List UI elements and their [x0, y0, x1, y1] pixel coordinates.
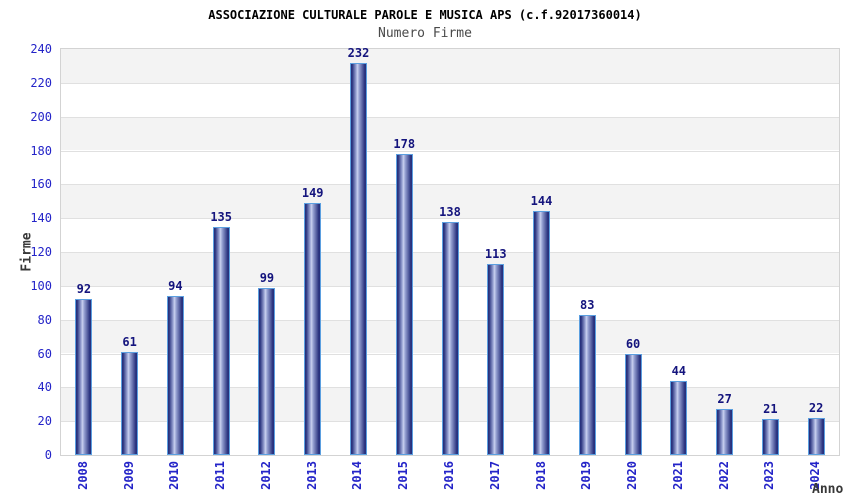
plot-area: 92 61 94 135 99 149 232 178 138 113 144 83 60 44 27 21 2… — [60, 45, 840, 456]
bar-value-label: 44 — [671, 363, 687, 378]
bar-value-label: 22 — [808, 400, 824, 415]
y-tick-label: 160 — [30, 177, 52, 192]
y-tick-label: 20 — [37, 414, 52, 429]
x-tick-label-2023: 2023 — [762, 461, 777, 490]
chart-subtitle: Numero Firme — [378, 26, 472, 41]
chart-title: ASSOCIAZIONE CULTURALE PAROLE E MUSICA A… — [208, 8, 642, 22]
y-tick-label: 140 — [30, 211, 52, 226]
x-tick-label-2017: 2017 — [487, 461, 502, 490]
x-tick-label-2018: 2018 — [533, 461, 548, 490]
x-tick-label-2009: 2009 — [121, 461, 136, 490]
bar-value-label: 232 — [347, 45, 370, 60]
grid-band — [61, 49, 839, 83]
x-tick-label-2013: 2013 — [304, 461, 319, 490]
x-tick-label-2008: 2008 — [75, 461, 90, 490]
x-tick-label-2020: 2020 — [625, 461, 640, 490]
bar-2014 — [349, 62, 367, 455]
y-tick-label: 120 — [30, 245, 52, 259]
gridline — [61, 117, 839, 118]
bar-2011 — [212, 226, 230, 455]
y-tick-label: 0 — [44, 448, 52, 462]
gridline — [61, 184, 839, 185]
bar-value-label: 61 — [122, 334, 137, 349]
y-tick-label: 220 — [30, 75, 52, 90]
x-tick-label-2012: 2012 — [258, 461, 273, 490]
bar-2010 — [166, 295, 184, 455]
x-tick-label-2021: 2021 — [670, 461, 685, 490]
y-tick-label: 40 — [37, 380, 52, 395]
bar-value-label: 135 — [210, 209, 233, 224]
y-tick-label: 100 — [30, 278, 52, 293]
grid-band — [61, 82, 839, 117]
gridline — [61, 151, 839, 152]
bar-value-label: 27 — [717, 392, 732, 407]
bar-2012 — [258, 287, 276, 455]
gridline — [61, 218, 839, 219]
bar-2018 — [533, 211, 551, 455]
bar-2020 — [624, 353, 642, 455]
x-tick-label-2014: 2014 — [350, 461, 365, 490]
y-tick-label: 60 — [37, 346, 52, 361]
bar-value-label: 113 — [484, 246, 507, 261]
bar-value-label: 138 — [439, 204, 461, 219]
grid-band — [61, 116, 839, 151]
bar-value-label: 83 — [580, 297, 595, 312]
x-tick-label-2011: 2011 — [213, 461, 228, 490]
bar-2019 — [578, 314, 596, 455]
bar-2013 — [304, 202, 322, 455]
y-tick-label: 180 — [30, 143, 52, 158]
bar-2021 — [670, 380, 688, 455]
bar-value-label: 92 — [76, 282, 92, 297]
bar-2017 — [487, 263, 505, 455]
bar-value-label: 144 — [530, 194, 553, 209]
bar-2009 — [121, 351, 139, 455]
bar-2023 — [761, 419, 779, 455]
x-tick-label-2022: 2022 — [716, 461, 731, 490]
bar-2024 — [807, 417, 825, 455]
bar-2016 — [441, 221, 459, 455]
bar-2022 — [716, 409, 734, 455]
x-tick-label-2010: 2010 — [167, 461, 182, 490]
x-tick-label-2015: 2015 — [396, 461, 411, 490]
bar-value-label: 60 — [625, 336, 641, 351]
gridline — [61, 83, 839, 84]
bar-value-label: 21 — [763, 402, 778, 417]
bar-value-label: 99 — [259, 270, 275, 285]
bar-2015 — [395, 153, 413, 455]
bar-value-label: 178 — [393, 136, 416, 151]
y-tick-label: 200 — [30, 109, 52, 124]
x-tick-label-2016: 2016 — [442, 461, 456, 490]
grid-band — [61, 150, 839, 185]
x-tick-label-2019: 2019 — [579, 461, 594, 490]
bar-value-label: 94 — [168, 278, 183, 293]
grid-band — [61, 184, 839, 219]
bar-value-label: 149 — [301, 185, 324, 200]
y-tick-label: 240 — [30, 42, 52, 56]
x-axis-label: Anno — [812, 482, 844, 497]
bar-2008 — [75, 299, 93, 455]
y-tick-label: 80 — [37, 312, 52, 327]
